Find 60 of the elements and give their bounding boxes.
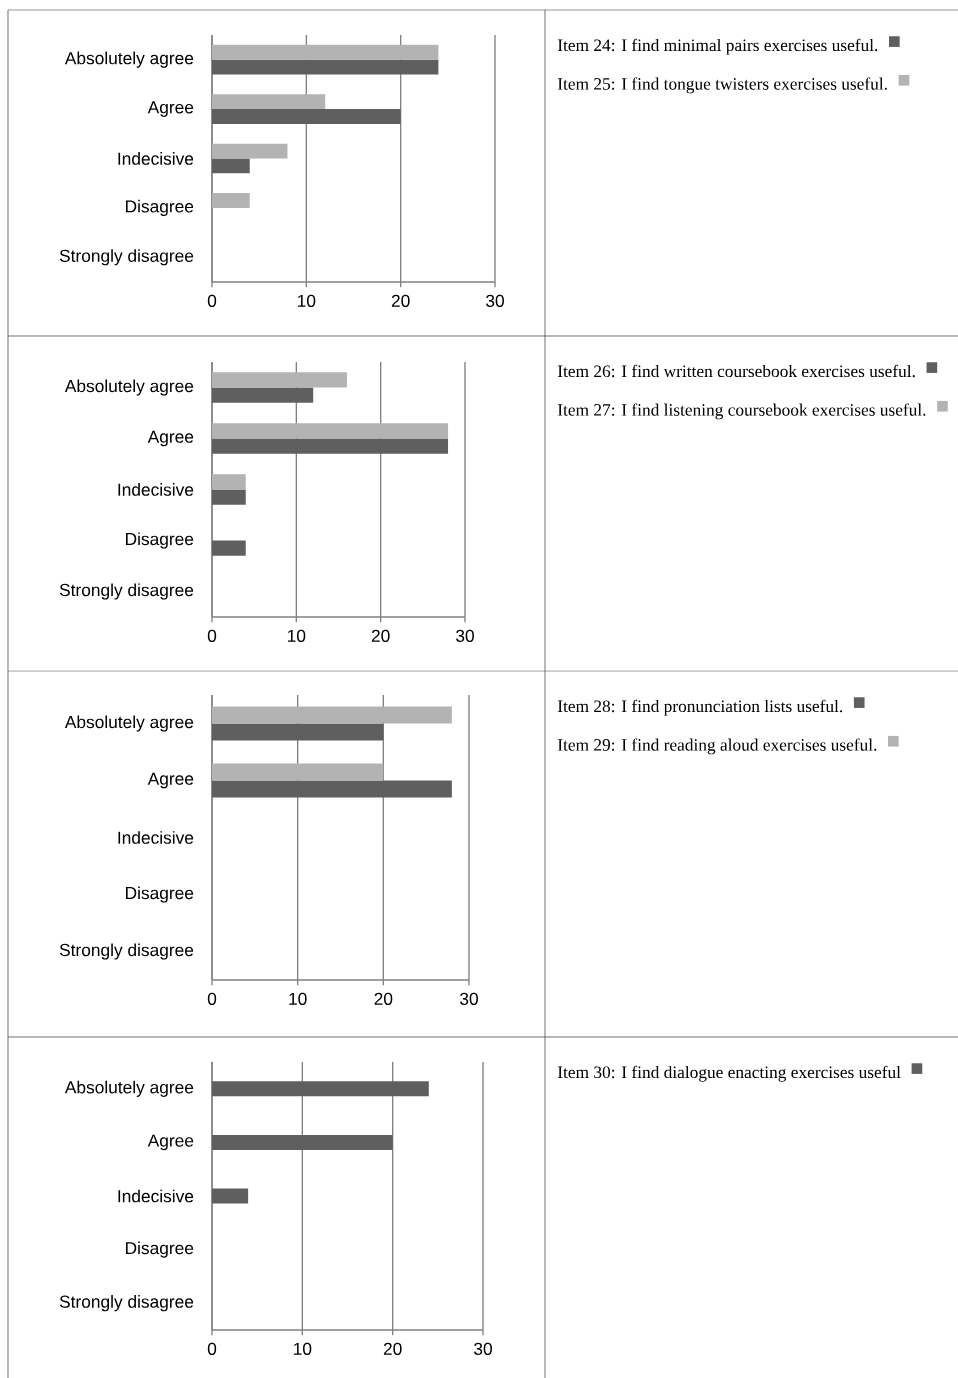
legend-label: Item 30: I find dialogue enacting exercises useful — [557, 1065, 901, 1082]
bar — [212, 387, 314, 403]
y-tick-label: Agree — [147, 101, 194, 117]
bar — [212, 44, 439, 60]
x-tick-label: 20 — [371, 629, 390, 642]
y-tick-label: Absolutely agree — [64, 379, 194, 396]
bar — [212, 1188, 249, 1204]
y-tick-label: Absolutely agree — [64, 51, 194, 68]
y-tick-label: Agree — [147, 1134, 194, 1151]
legend-label: Item 25: I find tongue twisters exercises useful. — [557, 77, 887, 94]
bar — [212, 372, 347, 388]
x-tick-label: 0 — [207, 1342, 217, 1355]
y-tick-label: Disagree — [126, 1241, 194, 1258]
y-tick-label: Indecisive — [118, 1189, 194, 1203]
bar — [212, 474, 246, 490]
y-tick-label: Strongly disagree — [59, 943, 194, 960]
x-tick-label: 30 — [460, 992, 478, 1005]
bar — [212, 438, 449, 454]
x-tick-label: 30 — [474, 1342, 492, 1355]
x-tick-label: 20 — [374, 992, 393, 1005]
bar — [212, 143, 288, 159]
bar — [212, 59, 439, 75]
x-tick-label: 0 — [207, 294, 217, 307]
y-tick-label: Indecisive — [118, 483, 194, 496]
y-tick-label: Indecisive — [118, 831, 194, 844]
bar — [212, 1081, 429, 1097]
bar — [212, 423, 449, 439]
y-tick-label: Agree — [147, 772, 194, 789]
bar — [212, 158, 250, 174]
bar — [212, 94, 326, 110]
y-tick-label: Absolutely agree — [64, 1080, 194, 1097]
x-tick-label: 20 — [383, 1342, 402, 1355]
x-tick-label: 10 — [298, 294, 316, 307]
bar — [212, 109, 401, 124]
y-tick-label: Agree — [147, 430, 194, 447]
legend-label: Item 27: I find listening coursebook exercises useful. — [557, 403, 926, 420]
legend-label: Item 24: I find minimal pairs exercises useful. — [557, 38, 878, 55]
y-tick-label: Disagree — [126, 199, 194, 216]
x-tick-label: 10 — [294, 1342, 312, 1355]
bar — [212, 1134, 393, 1150]
legend-label: Item 26: I find written coursebook exercises useful. — [557, 364, 915, 378]
x-tick-label: 30 — [456, 629, 474, 642]
y-tick-label: Indecisive — [118, 152, 194, 165]
legend-label: Item 28: I find pronunciation lists useful. — [557, 699, 843, 716]
bar — [212, 193, 250, 208]
x-tick-label: 30 — [486, 294, 504, 307]
y-tick-label: Absolutely agree — [64, 715, 194, 732]
y-tick-label: Strongly disagree — [59, 249, 194, 266]
x-tick-label: 20 — [391, 294, 410, 307]
x-tick-label: 0 — [207, 629, 217, 642]
x-tick-label: 0 — [207, 992, 217, 1005]
legend-label: Item 29: I find reading aloud exercises useful. — [557, 738, 877, 755]
x-tick-label: 10 — [288, 629, 306, 642]
x-tick-label: 10 — [289, 992, 307, 1005]
y-tick-label: Strongly disagree — [59, 583, 194, 600]
bar — [212, 489, 246, 505]
y-tick-label: Disagree — [126, 532, 194, 549]
bar — [212, 540, 246, 556]
y-tick-label: Strongly disagree — [59, 1295, 194, 1312]
y-tick-label: Disagree — [126, 886, 194, 903]
